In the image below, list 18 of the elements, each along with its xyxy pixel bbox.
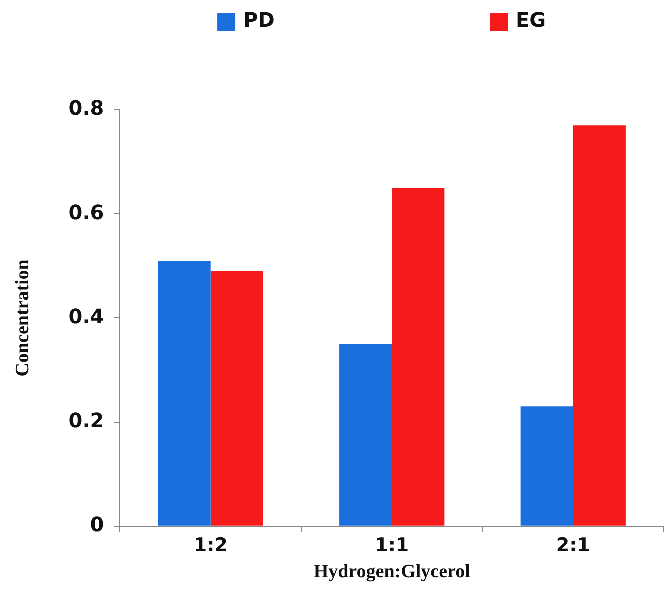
bar (392, 188, 445, 526)
bar (340, 344, 392, 526)
x-tick-label: 1:2 (194, 534, 228, 557)
bar (520, 406, 574, 526)
y-tick-label: 0.6 (68, 200, 104, 224)
bar (573, 126, 626, 526)
x-tick-label: 2:1 (556, 534, 590, 557)
bar (158, 260, 211, 526)
y-tick-label: 0.4 (68, 304, 104, 328)
y-tick-label: 0 (90, 512, 104, 537)
bar (210, 271, 264, 526)
y-axis-title: Concentration (12, 259, 34, 377)
x-tick-label: 1:1 (375, 534, 410, 557)
legend-label: PD (244, 8, 275, 32)
y-tick-label: 0.8 (68, 96, 104, 120)
legend-label: EG (516, 8, 546, 32)
y-tick-label: 0.2 (68, 408, 104, 433)
x-axis-title: Hydrogen:Glycerol (314, 562, 470, 583)
